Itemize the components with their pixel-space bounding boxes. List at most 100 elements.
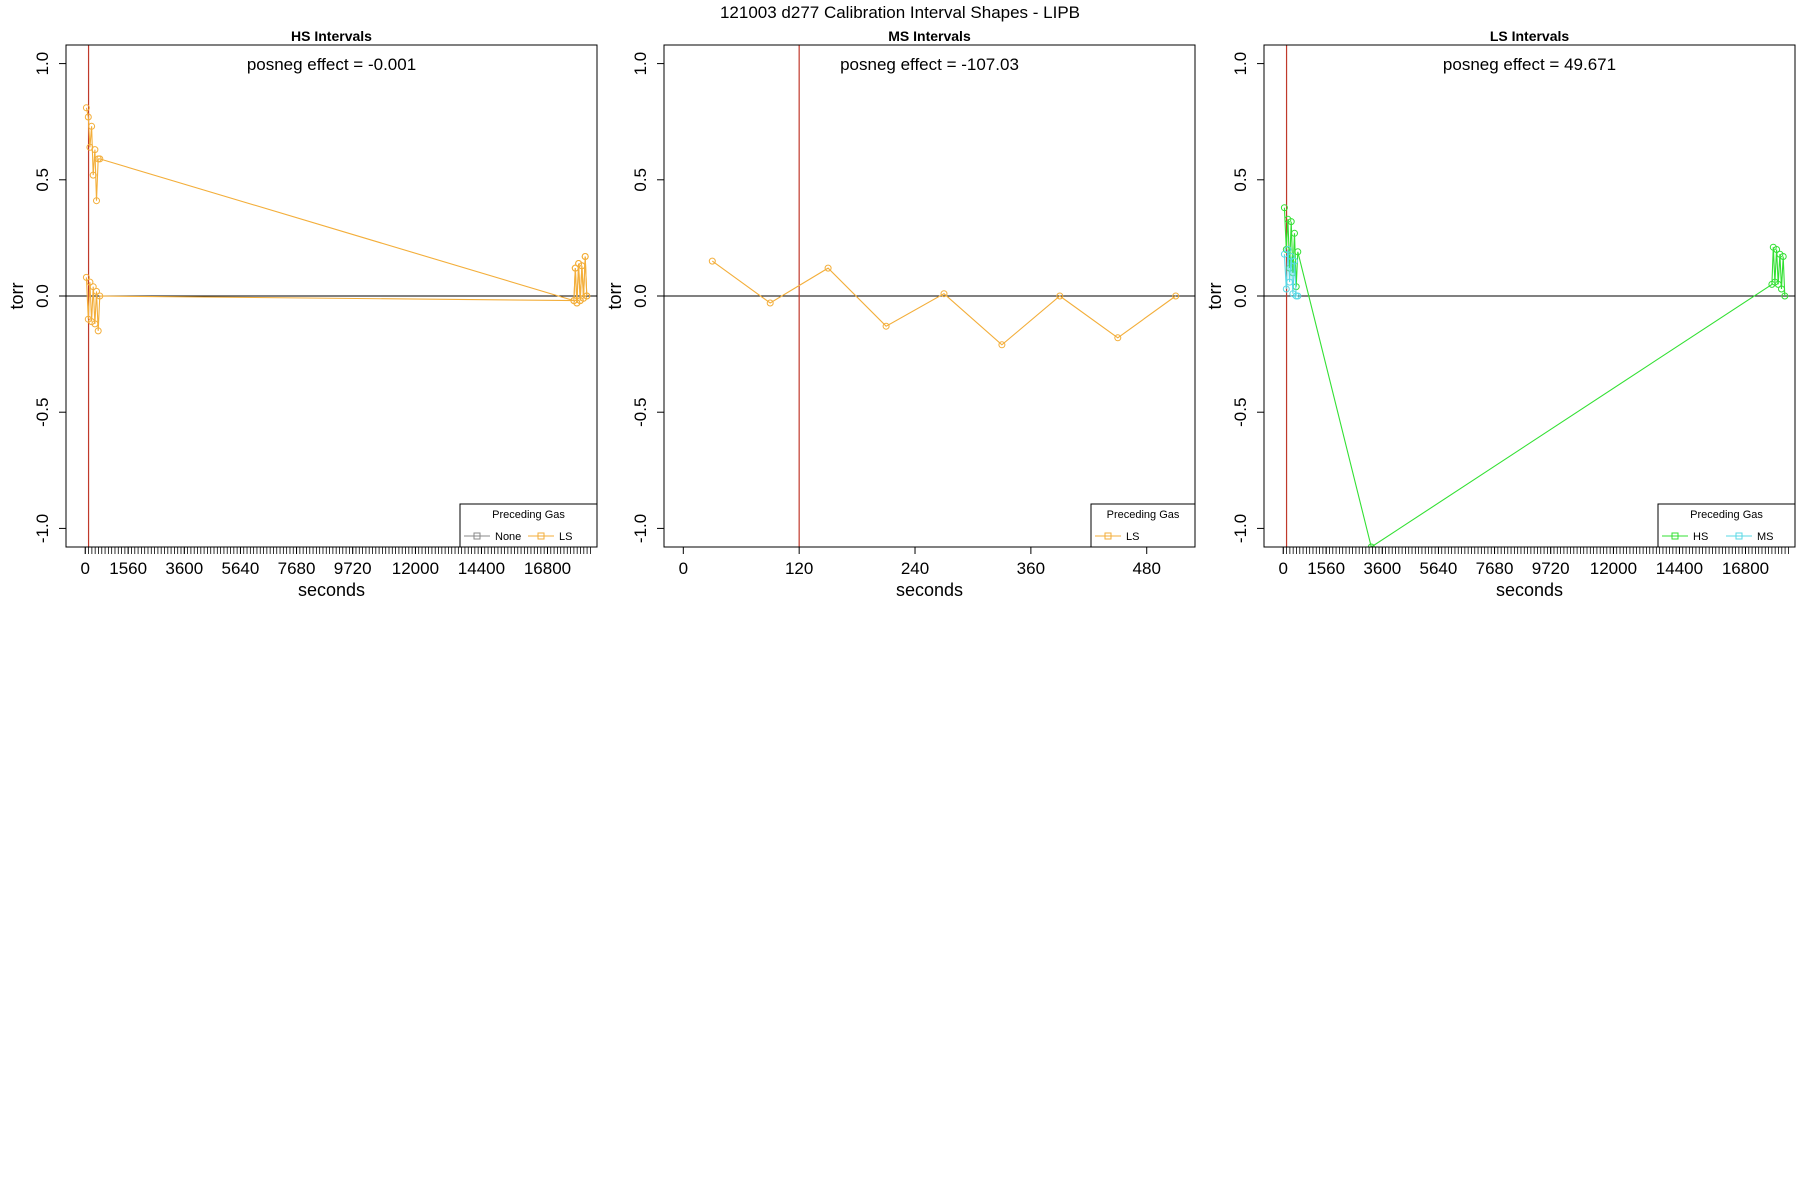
data-point [1287, 253, 1295, 260]
data-point [89, 283, 97, 291]
data-point [1287, 218, 1295, 226]
legend: Preceding Gas LS [1090, 503, 1196, 548]
figure-title: 121003 d277 Calibration Interval Shapes … [720, 3, 1080, 22]
data-point [1114, 334, 1122, 342]
data-point [1294, 248, 1302, 256]
data-point [93, 197, 100, 205]
data-point [82, 104, 90, 112]
legend-box [1657, 503, 1796, 548]
x-axis-label: seconds [1496, 580, 1563, 600]
series-group [1280, 204, 1789, 547]
data-point [1774, 280, 1782, 288]
x-tick-label: 360 [1017, 559, 1045, 578]
posneg-annotation: posneg effect = 49.671 [1443, 55, 1616, 74]
data-point [578, 262, 586, 270]
data-point [86, 278, 94, 286]
legend-swatch-marker [1735, 532, 1743, 540]
x-tick-label: 9720 [1532, 559, 1570, 578]
data-point [91, 146, 99, 154]
panel-title: LS Intervals [1490, 28, 1570, 44]
series-group [708, 257, 1180, 349]
x-tick-label: 0 [1279, 559, 1288, 578]
y-tick-label: -0.5 [631, 398, 650, 427]
data-point [1282, 285, 1290, 293]
x-tick-label: 14400 [1656, 559, 1703, 578]
chart-panel-1: MS Intervals posneg effect = -107.03 0 120 2… [605, 28, 1196, 600]
x-tick-label: 7680 [278, 559, 316, 578]
y-tick-label: 1.0 [33, 52, 52, 76]
x-tick-label: 3600 [165, 559, 203, 578]
data-point [998, 341, 1006, 349]
data-point [1280, 204, 1288, 212]
data-point [1056, 292, 1064, 300]
y-tick-label: 0.5 [631, 168, 650, 192]
x-tick-label: 480 [1133, 559, 1161, 578]
y-tick-label: -0.5 [1231, 398, 1250, 427]
data-point [1286, 278, 1294, 286]
x-tick-label: 16800 [1722, 559, 1769, 578]
chart-panel-2: LS Intervals posneg effect = 49.671 0 1560 3… [1205, 28, 1796, 600]
data-point [708, 257, 716, 265]
x-axis-label: seconds [298, 580, 365, 600]
x-tick-label: 0 [81, 559, 90, 578]
y-axis-label: torr [605, 282, 625, 309]
x-axis-label: seconds [896, 580, 963, 600]
y-tick-label: -1.0 [1231, 514, 1250, 543]
data-point [1773, 246, 1781, 253]
data-point [94, 327, 102, 335]
data-point [82, 273, 90, 281]
legend-swatch-marker [1104, 532, 1112, 540]
x-tick-label: 120 [785, 559, 813, 578]
data-point [96, 155, 104, 163]
data-point [93, 287, 100, 295]
data-point [84, 113, 92, 121]
data-point [89, 171, 97, 179]
x-tick-label: 0 [679, 559, 688, 578]
legend-title: Preceding Gas [1690, 509, 1763, 521]
data-point [940, 290, 948, 298]
panels: HS Intervals posneg effect = -0.001 0 1560 3… [7, 28, 1796, 600]
x-tick-label: 1560 [1307, 559, 1345, 578]
data-point [96, 292, 104, 300]
panel-title: HS Intervals [291, 28, 372, 44]
series-line-0 [1283, 207, 1786, 547]
data-point [1280, 250, 1288, 258]
panel-title: MS Intervals [888, 28, 971, 44]
legend-label: LS [559, 531, 572, 543]
data-point [91, 320, 99, 328]
chart-panel-0: HS Intervals posneg effect = -0.001 0 1560 3… [7, 28, 598, 600]
series-line-1 [1283, 249, 1298, 297]
x-tick-label: 12000 [392, 559, 439, 578]
legend-swatch-marker [1671, 532, 1679, 540]
legend-label: MS [1757, 531, 1774, 543]
y-tick-label: 1.0 [1231, 52, 1250, 76]
series-line-0 [85, 107, 588, 304]
x-tick-label: 5640 [222, 559, 260, 578]
series-line-0 [711, 260, 1177, 346]
legend-box [459, 503, 598, 548]
x-tick-label: 3600 [1363, 559, 1401, 578]
y-tick-label: 0.5 [1231, 168, 1250, 192]
data-point [1291, 229, 1298, 237]
data-point [1291, 257, 1298, 265]
legend-swatch-marker [537, 532, 545, 540]
y-tick-label: 0.0 [1231, 284, 1250, 308]
legend-title: Preceding Gas [1107, 509, 1180, 521]
legend: Preceding Gas None LS [459, 503, 598, 548]
data-point [766, 299, 774, 307]
data-point [1284, 246, 1292, 253]
x-tick-label: 7680 [1476, 559, 1514, 578]
legend-label: HS [1693, 531, 1708, 543]
data-point [1172, 292, 1180, 300]
series-line-1 [85, 256, 588, 331]
data-point [583, 292, 591, 300]
data-point [1781, 292, 1789, 300]
x-tick-label: 12000 [1590, 559, 1637, 578]
x-tick-label: 16800 [524, 559, 571, 578]
series-group [82, 104, 591, 335]
y-tick-label: 0.5 [33, 168, 52, 192]
y-axis-label: torr [1205, 282, 1225, 309]
data-point [1367, 543, 1375, 547]
x-tick-label: 5640 [1420, 559, 1458, 578]
